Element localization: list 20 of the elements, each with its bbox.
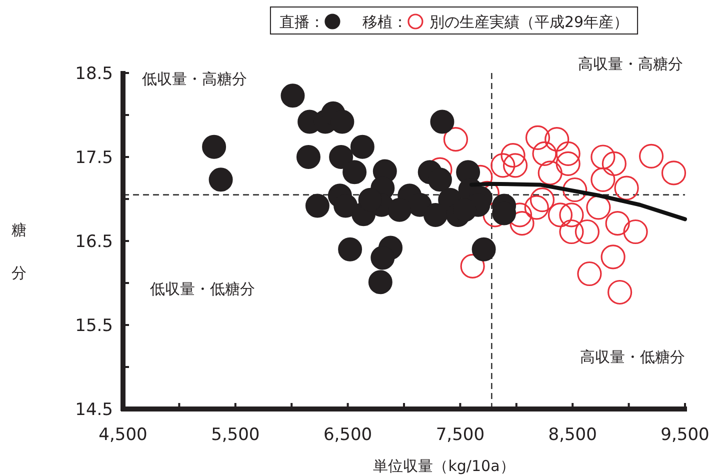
text: 糖分	[12, 221, 26, 282]
annotation: 低収量・高糖分	[142, 70, 247, 88]
y-tick-label: 14.5	[75, 400, 113, 420]
x-tick-label: 5,500	[211, 425, 260, 445]
annotation: 低収量・低糖分	[150, 280, 255, 298]
legend-label: 移植：	[362, 13, 408, 31]
x-tick-label: 7,500	[436, 425, 485, 445]
x-tick-label: 4,500	[98, 425, 148, 445]
y-tick-label: 16.5	[75, 232, 113, 252]
y-tick-label: 17.5	[75, 148, 113, 168]
y-tick-label: 15.5	[75, 316, 113, 336]
x-tick-label: 9,500	[660, 425, 710, 445]
x-tick-label: 6,500	[323, 425, 372, 445]
annotation: 高収量・低糖分	[580, 348, 685, 366]
legend-label: 直播：	[279, 13, 324, 31]
x-axis-title: 単位収量（kg/10a）	[373, 457, 515, 475]
legend-title: 別の生産実績（平成29年産）	[429, 13, 629, 31]
annotation: 高収量・高糖分	[578, 55, 683, 73]
x-tick-label: 8,500	[548, 425, 597, 445]
y-tick-label: 18.5	[75, 64, 113, 84]
